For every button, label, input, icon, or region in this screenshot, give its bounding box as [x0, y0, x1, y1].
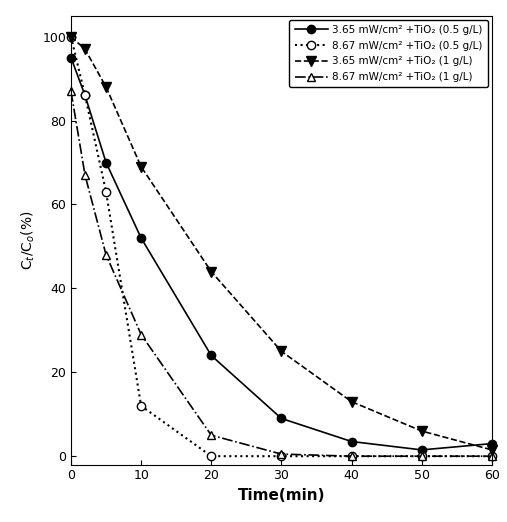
8.67 mW/cm² +TiO₂ (1 g/L)	[103, 252, 109, 258]
8.67 mW/cm² +TiO₂ (0.5 g/L)	[278, 453, 284, 459]
8.67 mW/cm² +TiO₂ (0.5 g/L)	[208, 453, 214, 459]
8.67 mW/cm² +TiO₂ (0.5 g/L)	[138, 402, 144, 409]
8.67 mW/cm² +TiO₂ (1 g/L)	[278, 451, 284, 457]
8.67 mW/cm² +TiO₂ (0.5 g/L)	[103, 189, 109, 195]
3.65 mW/cm² +TiO₂ (1 g/L)	[419, 428, 425, 434]
3.65 mW/cm² +TiO₂ (0.5 g/L)	[82, 92, 88, 99]
3.65 mW/cm² +TiO₂ (0.5 g/L)	[489, 441, 495, 447]
8.67 mW/cm² +TiO₂ (1 g/L)	[419, 453, 425, 459]
3.65 mW/cm² +TiO₂ (0.5 g/L)	[103, 159, 109, 165]
8.67 mW/cm² +TiO₂ (0.5 g/L)	[348, 453, 354, 459]
3.65 mW/cm² +TiO₂ (1 g/L)	[103, 84, 109, 90]
8.67 mW/cm² +TiO₂ (1 g/L)	[138, 331, 144, 338]
3.65 mW/cm² +TiO₂ (0.5 g/L)	[278, 416, 284, 422]
3.65 mW/cm² +TiO₂ (1 g/L)	[138, 163, 144, 170]
3.65 mW/cm² +TiO₂ (0.5 g/L)	[138, 235, 144, 241]
8.67 mW/cm² +TiO₂ (1 g/L)	[82, 172, 88, 178]
3.65 mW/cm² +TiO₂ (1 g/L)	[348, 398, 354, 405]
8.67 mW/cm² +TiO₂ (1 g/L)	[348, 453, 354, 459]
3.65 mW/cm² +TiO₂ (1 g/L)	[208, 268, 214, 275]
8.67 mW/cm² +TiO₂ (1 g/L)	[68, 88, 74, 94]
Y-axis label: C$_t$/C$_o$(%): C$_t$/C$_o$(%)	[19, 210, 37, 270]
Legend: 3.65 mW/cm² +TiO₂ (0.5 g/L), 8.67 mW/cm² +TiO₂ (0.5 g/L), 3.65 mW/cm² +TiO₂ (1 g: 3.65 mW/cm² +TiO₂ (0.5 g/L), 8.67 mW/cm²…	[289, 20, 488, 87]
Line: 3.65 mW/cm² +TiO₂ (1 g/L): 3.65 mW/cm² +TiO₂ (1 g/L)	[66, 32, 497, 455]
3.65 mW/cm² +TiO₂ (1 g/L)	[278, 348, 284, 354]
Line: 8.67 mW/cm² +TiO₂ (1 g/L): 8.67 mW/cm² +TiO₂ (1 g/L)	[67, 87, 496, 460]
X-axis label: Time(min): Time(min)	[238, 488, 325, 503]
8.67 mW/cm² +TiO₂ (0.5 g/L)	[419, 453, 425, 459]
3.65 mW/cm² +TiO₂ (1 g/L)	[68, 33, 74, 40]
3.65 mW/cm² +TiO₂ (0.5 g/L)	[348, 438, 354, 445]
Line: 8.67 mW/cm² +TiO₂ (0.5 g/L): 8.67 mW/cm² +TiO₂ (0.5 g/L)	[67, 32, 496, 460]
3.65 mW/cm² +TiO₂ (0.5 g/L)	[208, 352, 214, 359]
Line: 3.65 mW/cm² +TiO₂ (0.5 g/L): 3.65 mW/cm² +TiO₂ (0.5 g/L)	[67, 53, 496, 454]
8.67 mW/cm² +TiO₂ (0.5 g/L)	[82, 92, 88, 99]
3.65 mW/cm² +TiO₂ (1 g/L)	[489, 447, 495, 453]
8.67 mW/cm² +TiO₂ (1 g/L)	[208, 432, 214, 438]
3.65 mW/cm² +TiO₂ (0.5 g/L)	[68, 54, 74, 61]
3.65 mW/cm² +TiO₂ (0.5 g/L)	[419, 447, 425, 453]
8.67 mW/cm² +TiO₂ (1 g/L)	[489, 453, 495, 459]
3.65 mW/cm² +TiO₂ (1 g/L)	[82, 46, 88, 52]
8.67 mW/cm² +TiO₂ (0.5 g/L)	[68, 33, 74, 40]
8.67 mW/cm² +TiO₂ (0.5 g/L)	[489, 453, 495, 459]
